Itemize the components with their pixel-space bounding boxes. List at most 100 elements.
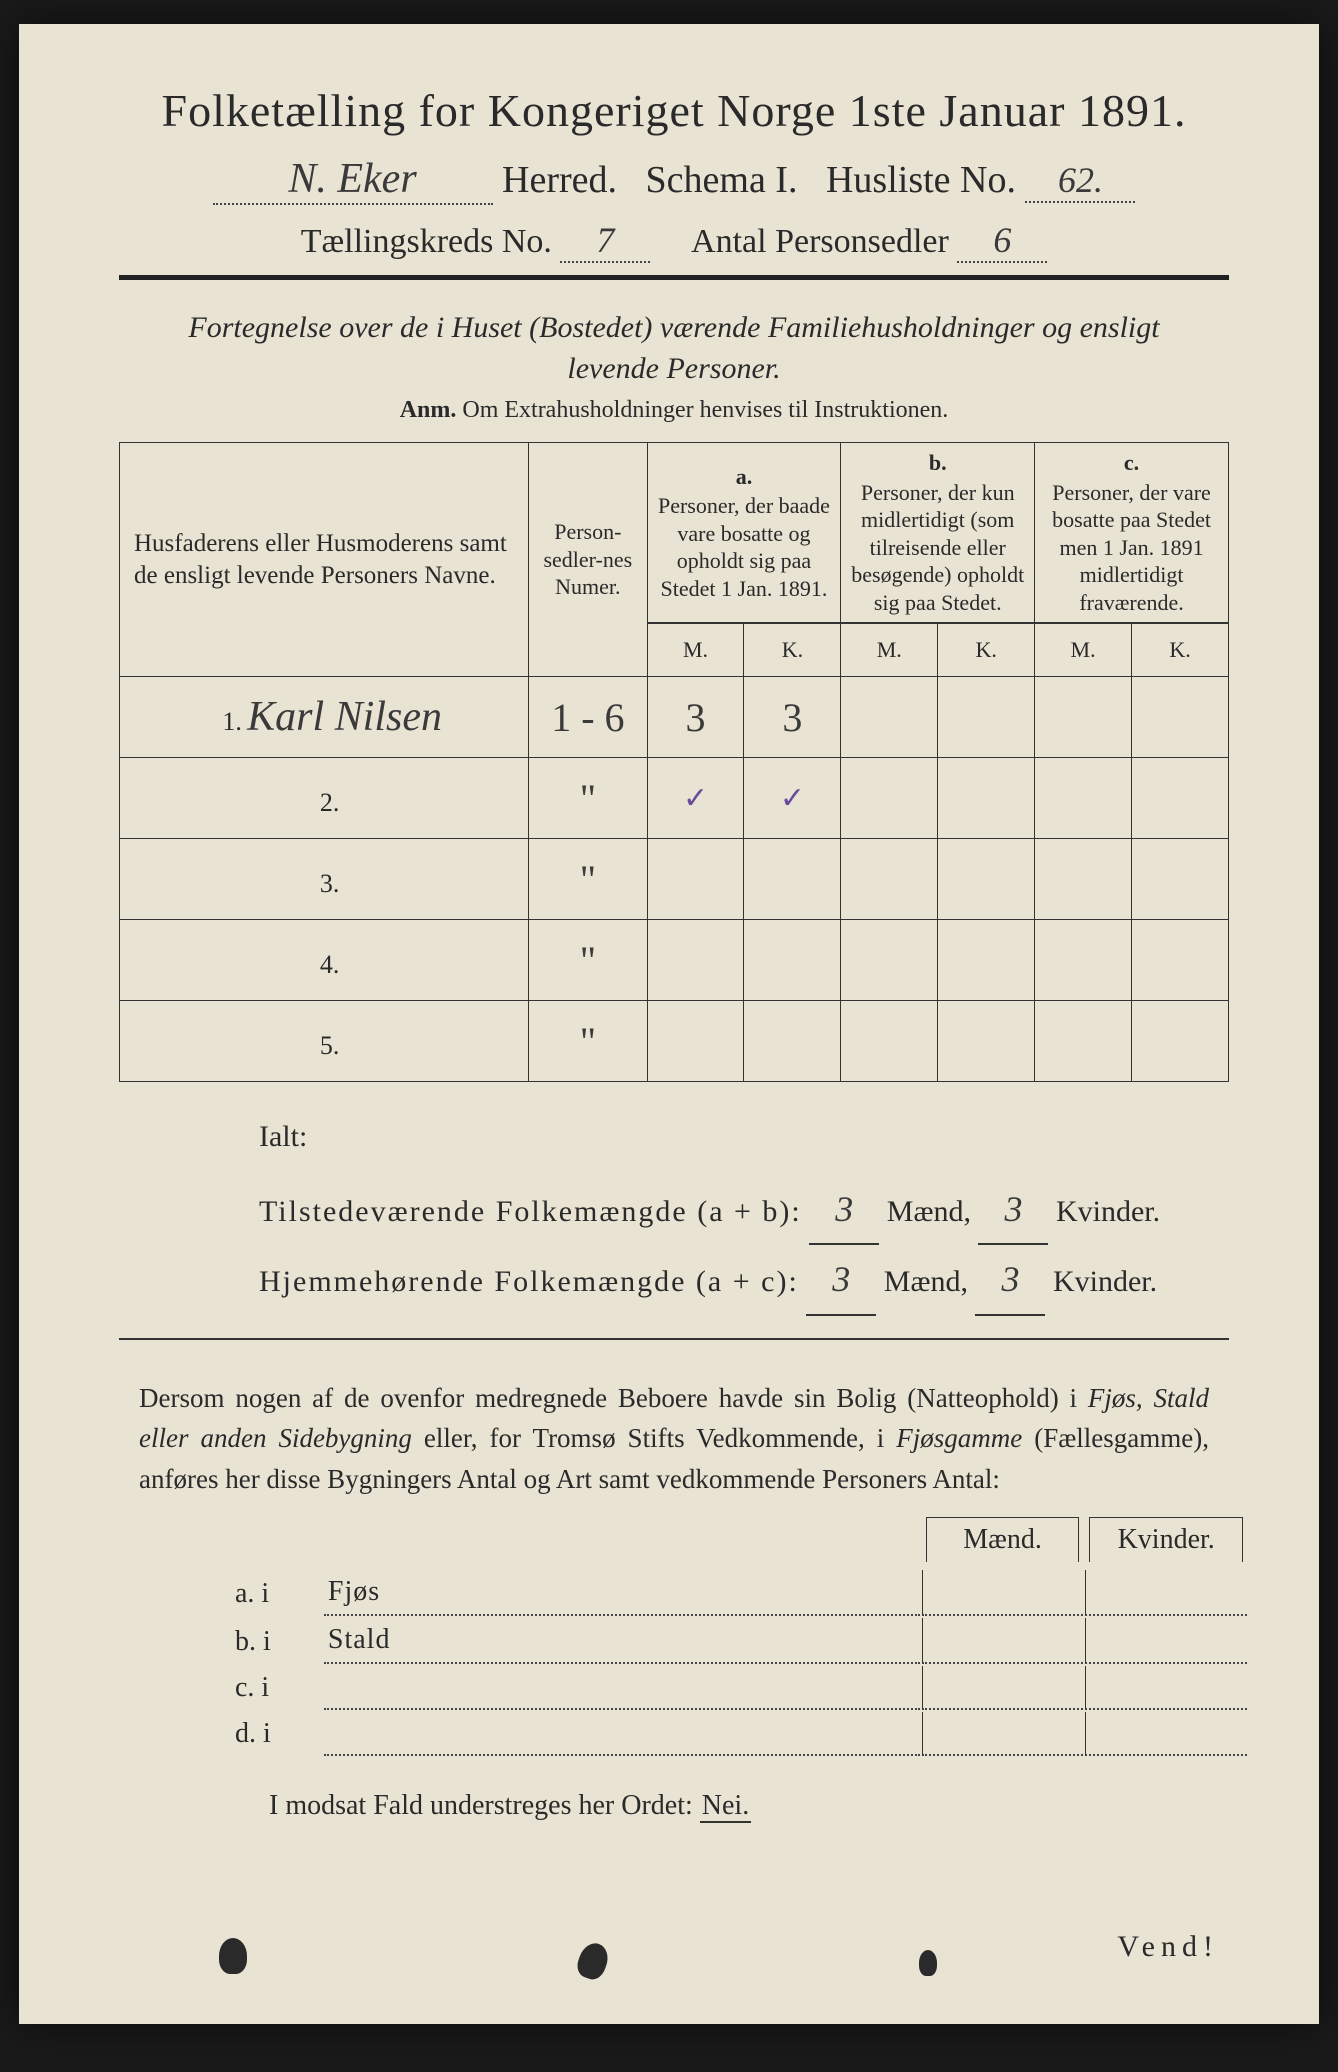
row-number: 3. (315, 869, 345, 899)
totals-ac-m: 3 (806, 1245, 876, 1315)
th-b-letter: b. (845, 449, 1030, 477)
paper-flaw-1 (219, 1938, 247, 1974)
anm-line: Anm. Om Extrahusholdninger henvises til … (119, 397, 1229, 424)
table-row: 4. " (120, 920, 1229, 1001)
row-cell-aK (744, 920, 841, 1001)
nei-text: I modsat Fald understreges her Ordet: (269, 1790, 700, 1821)
th-c: c. Personer, der vare bosatte paa Stedet… (1035, 443, 1229, 623)
sub-row-type: Stald (324, 1618, 920, 1664)
sub-row: d. i (231, 1712, 1247, 1756)
sub-row-maend (922, 1666, 1084, 1710)
sub-row-type: Fjøs (324, 1570, 920, 1616)
nei-word: Nei. (700, 1790, 751, 1823)
table-row: 2."✓✓ (120, 758, 1229, 839)
row-cell-bM (841, 1001, 938, 1082)
totals-maend1: Mænd, (887, 1195, 971, 1228)
antal-value: 6 (957, 219, 1047, 263)
divider-2 (119, 1338, 1229, 1340)
para-t1: Dersom nogen af de ovenfor medregnede Be… (139, 1383, 1088, 1413)
cell-value: " (580, 1019, 596, 1064)
sub-row-kvinder (1085, 1570, 1247, 1616)
th-numer: Person-sedler-nes Numer. (529, 443, 647, 677)
row-cell-cK (1132, 839, 1229, 920)
totals-ab-label: Tilstedeværende Folkemængde (a + b): (259, 1195, 802, 1228)
row-cell-aK (744, 1001, 841, 1082)
sub-row-maend (922, 1618, 1084, 1664)
th-a-k: K. (744, 624, 841, 677)
vend-label: Vend! (1117, 1930, 1219, 1964)
para-it2: Fjøsgamme (896, 1423, 1022, 1453)
row-cell-bK (938, 920, 1035, 1001)
table-row: 3." (120, 839, 1229, 920)
row-name-cell: 3. (120, 839, 529, 920)
sub-row-letter: d. i (231, 1712, 322, 1756)
th-names-text: Husfaderens eller Husmoderens samt de en… (134, 530, 507, 588)
row-number: 2. (315, 788, 345, 818)
nei-line: I modsat Fald understreges her Ordet: Ne… (269, 1790, 1229, 1822)
sub-row-letter: b. i (231, 1618, 322, 1664)
th-b: b. Personer, der kun midlertidigt (som t… (841, 443, 1035, 623)
th-c-m: M. (1035, 624, 1132, 677)
row-name-cell: 4. (120, 920, 529, 1001)
th-a-letter: a. (652, 463, 837, 491)
totals-kvinder2: Kvinder. (1053, 1265, 1157, 1298)
cell-value: " (580, 776, 596, 821)
cell-value: 3 (686, 695, 706, 740)
husliste-label: Husliste No. (826, 159, 1016, 201)
paper-flaw-3 (919, 1950, 937, 1976)
sub-row-kvinder (1085, 1666, 1247, 1710)
row-cell-cK (1132, 677, 1229, 758)
row-cell-numer: 1 - 6 (529, 677, 647, 758)
side-building-paragraph: Dersom nogen af de ovenfor medregnede Be… (139, 1378, 1209, 1500)
th-c-text: Personer, der vare bosatte paa Stedet me… (1052, 480, 1211, 615)
cell-value: 3 (782, 695, 802, 740)
th-a-text: Personer, der baade vare bosatte og opho… (658, 493, 830, 601)
row-cell-aM: ✓ (647, 758, 744, 839)
page-title: Folketælling for Kongeriget Norge 1ste J… (119, 84, 1229, 137)
husliste-value: 62. (1025, 159, 1135, 203)
cell-value: " (580, 938, 596, 983)
row-cell-bM (841, 677, 938, 758)
sub-row-maend (922, 1712, 1084, 1756)
row-cell-bK (938, 677, 1035, 758)
row-cell-numer: " (529, 1001, 647, 1082)
checkmark-icon: ✓ (683, 782, 708, 815)
household-table: Husfaderens eller Husmoderens samt de en… (119, 442, 1229, 1082)
herred-value: N. Eker (213, 155, 493, 205)
row-cell-bM (841, 839, 938, 920)
row-cell-numer: " (529, 920, 647, 1001)
tkreds-label: Tællingskreds No. (301, 223, 552, 260)
sub-row-letter: c. i (231, 1666, 322, 1710)
row-cell-cK (1132, 758, 1229, 839)
schema-label: Schema I. (646, 159, 798, 201)
row-cell-cK (1132, 920, 1229, 1001)
desc-line1: Fortegnelse over de i Huset (Bostedet) v… (188, 311, 1159, 344)
row-cell-cM (1035, 1001, 1132, 1082)
herred-line: N. Eker Herred. Schema I. Husliste No. 6… (119, 155, 1229, 205)
totals-maend2: Mænd, (884, 1265, 968, 1298)
tkreds-value: 7 (560, 219, 650, 263)
sub-row: a. iFjøs (231, 1570, 1247, 1616)
th-a: a. Personer, der baade vare bosatte og o… (647, 443, 841, 623)
paper-flaw-2 (574, 1939, 613, 1982)
th-b-m: M. (841, 624, 938, 677)
row-cell-cM (1035, 758, 1132, 839)
row-cell-cM (1035, 839, 1132, 920)
totals-ac-k: 3 (975, 1245, 1045, 1315)
th-c-k: K. (1132, 624, 1229, 677)
row-cell-aM: 3 (647, 677, 744, 758)
table-row: 1.Karl Nilsen 1 - 6 3 3 (120, 677, 1229, 758)
row-cell-bK (938, 1001, 1035, 1082)
side-building-table: Mænd. Kvinder. a. iFjøs b. iStald c. i d… (229, 1509, 1249, 1758)
sub-row-kvinder (1085, 1618, 1247, 1664)
row-cell-bK (938, 839, 1035, 920)
th-c-letter: c. (1039, 449, 1224, 477)
row-name-cell: 1.Karl Nilsen (120, 677, 529, 758)
row-name-cell: 5. (120, 1001, 529, 1082)
sub-row-type (324, 1666, 920, 1710)
row-cell-bK (938, 758, 1035, 839)
desc-line2: levende Personer. (567, 352, 780, 385)
row-cell-bM (841, 758, 938, 839)
th-b-text: Personer, der kun midlertidigt (som tilr… (851, 480, 1024, 615)
cell-value: 1 - 6 (551, 695, 624, 740)
